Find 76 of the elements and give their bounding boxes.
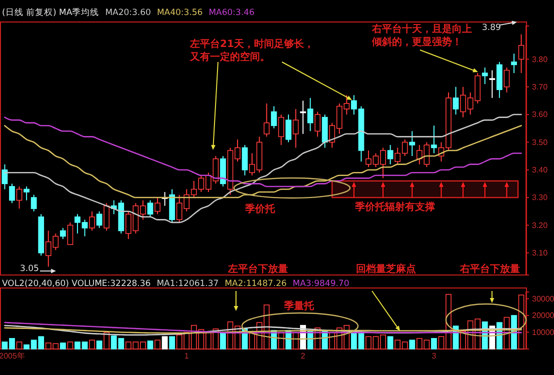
- y-tick-label: 3.10: [532, 248, 548, 258]
- candlestick: [482, 67, 488, 85]
- candlestick: [300, 100, 306, 134]
- candlestick: [387, 144, 394, 165]
- annotation: 3.05: [20, 264, 39, 274]
- x-tick-label: 3: [432, 352, 437, 361]
- y-tick-label: 30000: [532, 294, 554, 304]
- y-tick-label: 3.50: [532, 138, 548, 147]
- bar: [409, 340, 416, 350]
- candlestick: [16, 186, 22, 210]
- bar: [147, 340, 154, 350]
- bar: [89, 340, 95, 350]
- candlestick: [278, 114, 284, 146]
- candlestick: [242, 144, 248, 176]
- chart-title: VOL2(20,40,60) VOLUME:32228.36: [2, 279, 151, 289]
- candlestick: [96, 210, 102, 228]
- candlestick: [409, 130, 416, 157]
- bar: [16, 342, 22, 350]
- bar: [96, 340, 102, 350]
- annotation: 左平台21天，时间足够长，又有一定的空间。: [189, 38, 314, 63]
- bar: [104, 332, 110, 350]
- x-tick-label: 1: [184, 352, 190, 361]
- candlestick: [30, 194, 37, 212]
- candlestick: [264, 102, 270, 138]
- annotation: 右平台十天，且是向上倾斜的，更显强势！: [371, 23, 472, 48]
- y-tick-label: 3.60: [532, 110, 548, 120]
- line-series: [4, 324, 522, 336]
- bar: [431, 338, 437, 350]
- candlestick: [511, 53, 517, 74]
- candlestick: [489, 70, 496, 98]
- y-tick-label: 3.40: [532, 165, 548, 174]
- annotation: 右平台下放量: [459, 263, 520, 275]
- candlestick: [270, 106, 277, 129]
- candlestick: [307, 97, 314, 132]
- candlestick: [67, 222, 74, 246]
- candlestick: [292, 108, 299, 148]
- y-tick-label: 10000: [532, 328, 554, 337]
- candlestick: [60, 227, 66, 240]
- candlestick: [9, 183, 15, 204]
- candlestick: [504, 67, 510, 93]
- candlestick: [104, 202, 110, 232]
- text: MA60:3.46: [208, 8, 254, 18]
- annotation: 季价托辐射有支撑: [354, 201, 435, 213]
- y-tick-label: 3.20: [532, 220, 548, 230]
- candlestick: [147, 200, 154, 218]
- y-tick-label: 3.80: [532, 54, 548, 64]
- chart-title: (日线 前复权) MA季均线: [2, 7, 100, 18]
- candlestick: [24, 186, 30, 201]
- y-tick-label: 3.70: [532, 82, 548, 92]
- candlestick: [452, 86, 459, 116]
- candlestick: [154, 197, 160, 215]
- candlestick: [89, 210, 95, 232]
- annotation: 季量托: [283, 300, 315, 312]
- bar: [60, 342, 66, 350]
- y-tick-label: 20000: [532, 311, 554, 320]
- bar: [162, 336, 168, 350]
- candlestick: [286, 114, 292, 143]
- candlestick: [431, 125, 437, 154]
- bar: [169, 336, 176, 350]
- text: MA1:12061.37: [156, 279, 219, 289]
- annotation: 季价托: [244, 203, 276, 215]
- annotation: 回档量芝麻点: [356, 263, 416, 275]
- text: MA40:3.56: [156, 8, 203, 18]
- candlestick: [518, 34, 524, 74]
- candlestick: [314, 111, 321, 138]
- x-tick-label: 2: [300, 352, 306, 361]
- bar: [220, 332, 226, 350]
- annotation: 3.89: [482, 23, 501, 33]
- text: MA20:3.60: [105, 8, 151, 18]
- text: MA3:9849.70: [292, 279, 350, 289]
- bar: [387, 336, 394, 350]
- y-tick-label: 3.30: [532, 193, 548, 202]
- bar: [154, 340, 160, 350]
- annotation: 左平台下放量: [227, 263, 288, 275]
- bar: [67, 342, 74, 350]
- text: MA2:11487.26: [224, 279, 287, 289]
